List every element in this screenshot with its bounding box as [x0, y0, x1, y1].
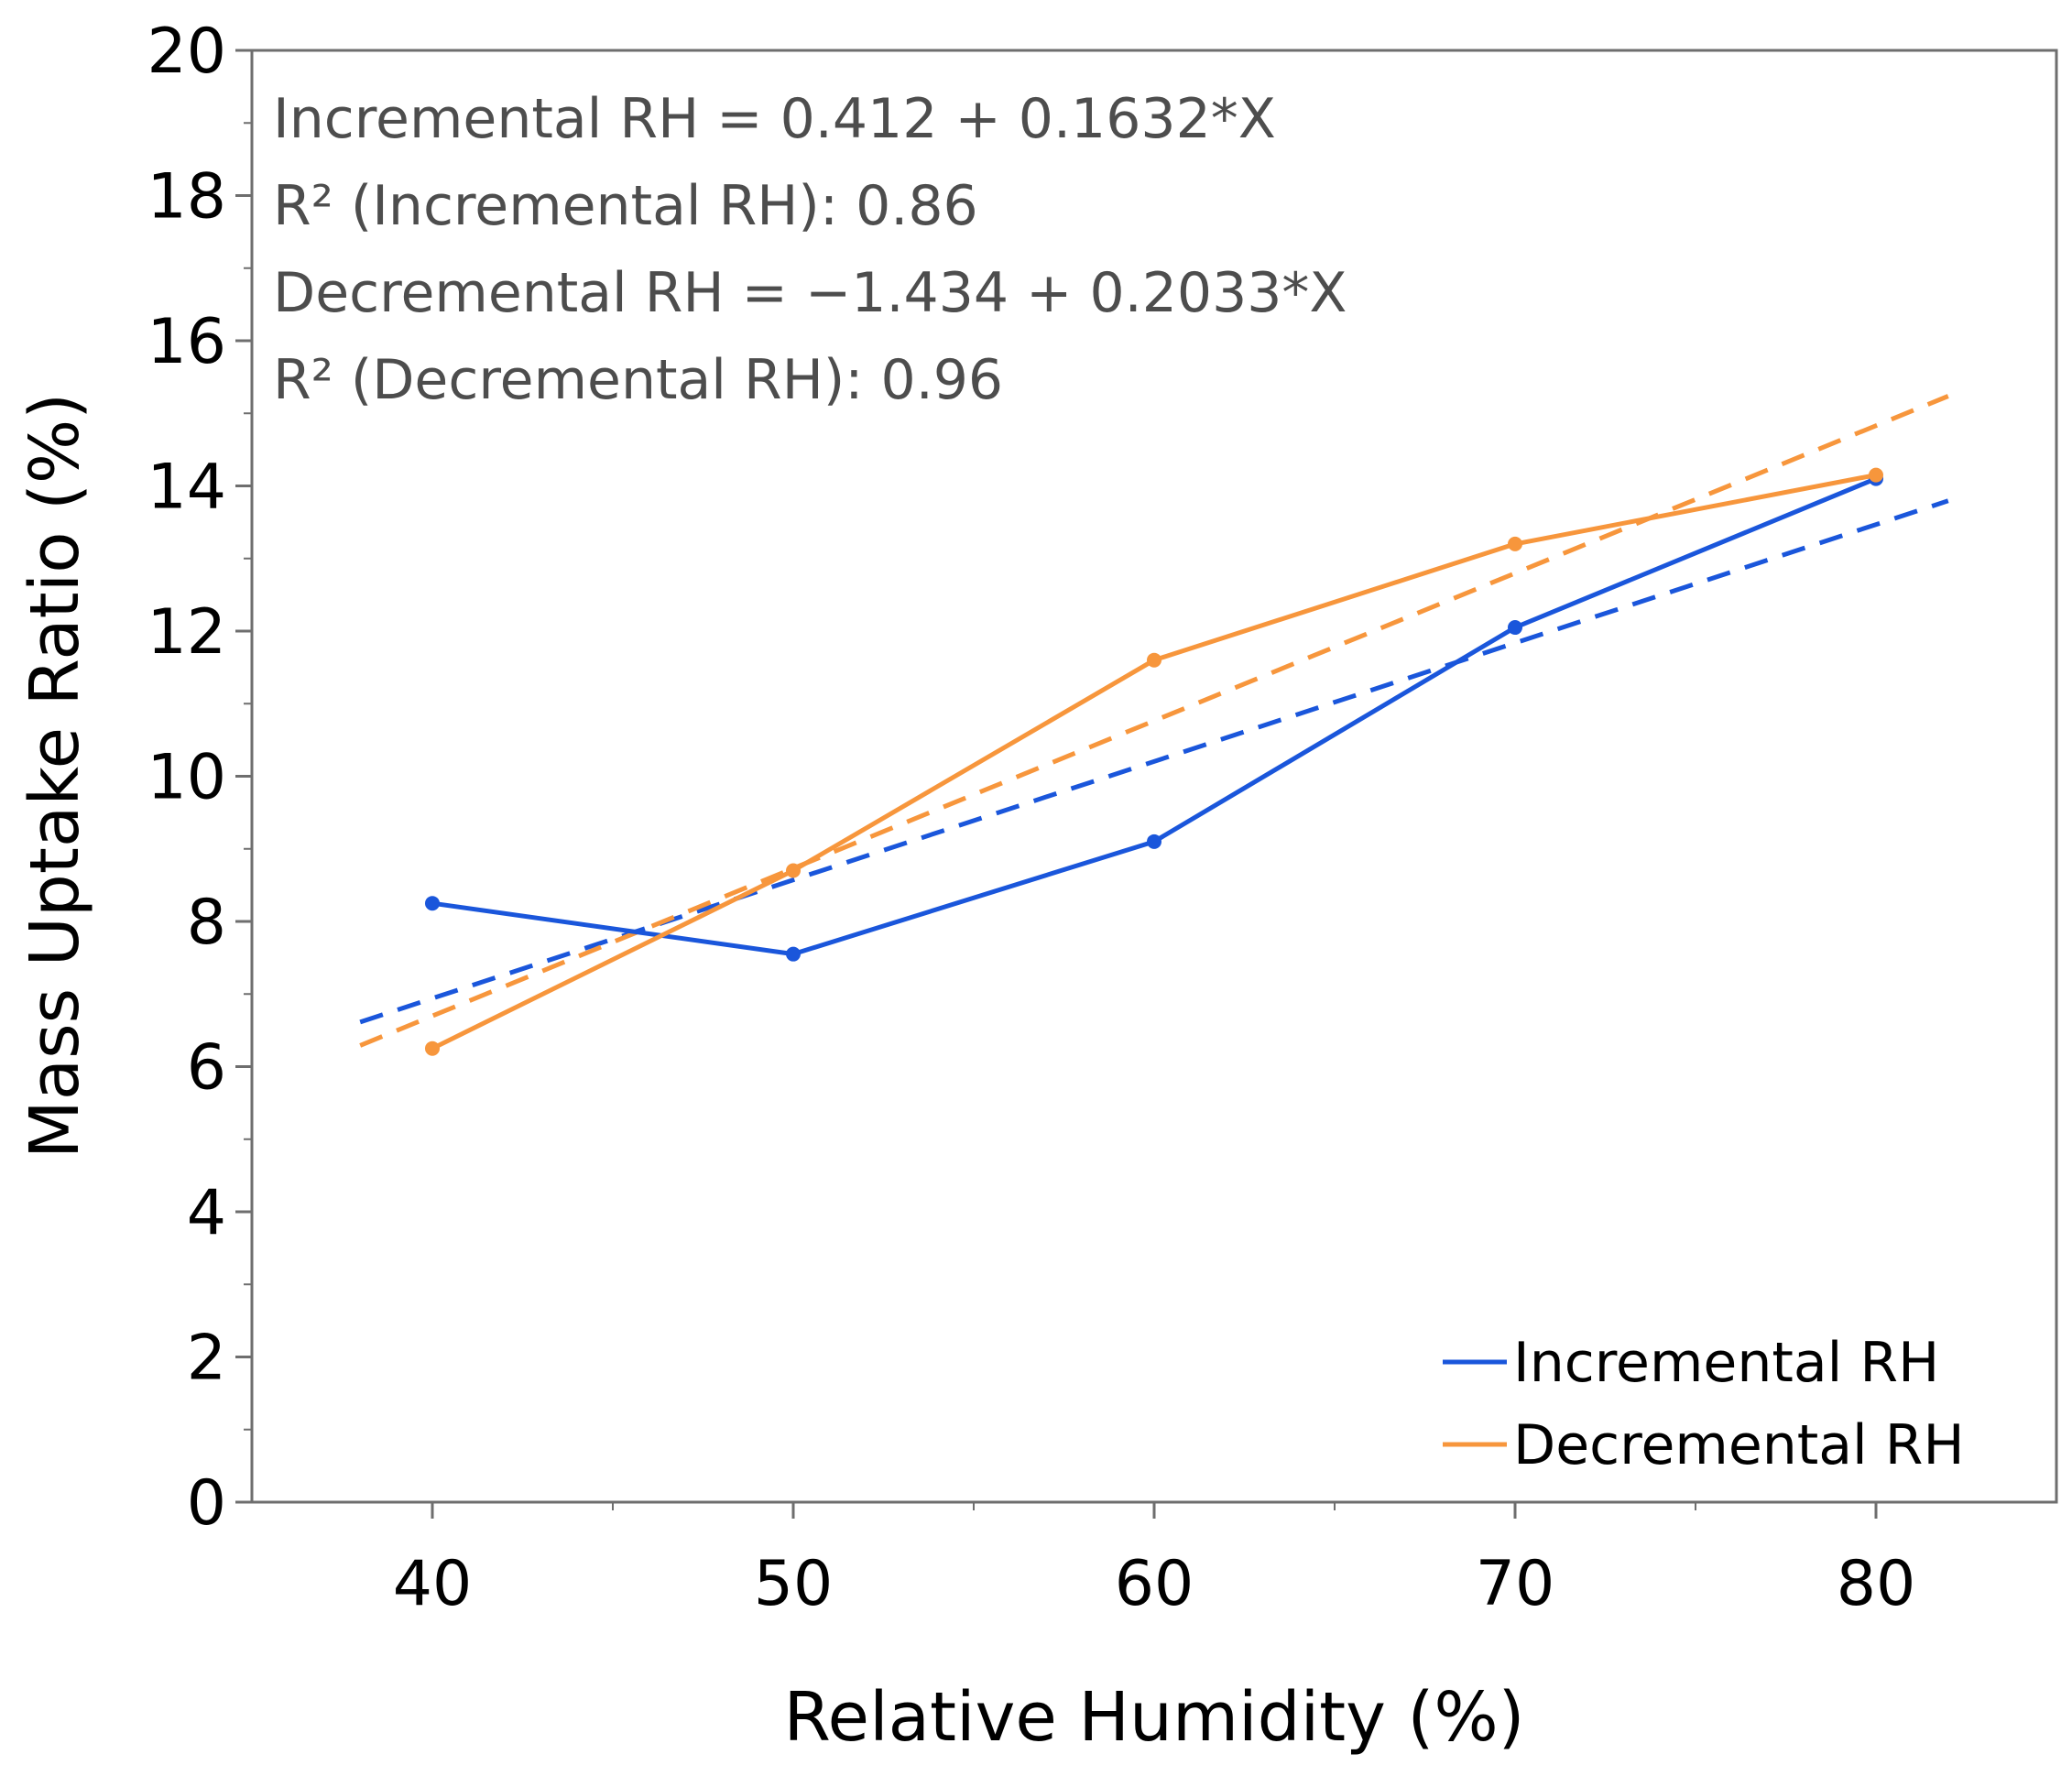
- y-tick-label: 14: [147, 452, 226, 524]
- x-axis-title: Relative Humidity (%): [783, 1678, 1524, 1757]
- y-tick-label: 16: [147, 306, 226, 378]
- data-point-decremental: [1869, 467, 1883, 483]
- y-tick-label: 12: [147, 596, 226, 669]
- x-tick-label: 70: [1476, 1548, 1555, 1620]
- annotation-incremental-r2: R² (Incremental RH): 0.86: [273, 174, 978, 238]
- y-tick-label: 6: [187, 1032, 226, 1105]
- series-layer: [425, 467, 1883, 1056]
- y-tick-label: 20: [147, 16, 226, 88]
- y-tick-label: 2: [187, 1323, 226, 1395]
- y-axis-title: Mass Uptake Ratio (%): [16, 393, 94, 1159]
- data-point-incremental: [786, 946, 801, 962]
- data-point-decremental: [1508, 536, 1522, 551]
- ticks-layer: 0 2 4 6 8 10 12 14 16 18 20 40 50 60 70 80: [147, 16, 1915, 1620]
- annotation-decremental-equation: Decremental RH = −1.434 + 0.2033*X: [273, 261, 1347, 325]
- y-tick-label: 18: [147, 161, 226, 234]
- legend-label-incremental: Incremental RH: [1513, 1331, 1939, 1395]
- data-point-incremental: [1508, 620, 1522, 636]
- data-point-decremental: [1147, 652, 1161, 668]
- x-tick-label: 80: [1837, 1548, 1916, 1620]
- data-point-decremental: [786, 863, 801, 878]
- data-point-incremental: [425, 896, 440, 911]
- data-point-incremental: [1147, 834, 1161, 849]
- x-tick-label: 50: [754, 1548, 834, 1620]
- y-tick-label: 10: [147, 742, 226, 814]
- y-tick-label: 8: [187, 887, 226, 959]
- series-line-incremental: [431, 476, 1877, 957]
- annotation-decremental-r2: R² (Decremental RH): 0.96: [273, 348, 1003, 412]
- fit-line-incremental: [359, 498, 1949, 1025]
- y-tick-label: 0: [187, 1467, 226, 1540]
- annotation-incremental-equation: Incremental RH = 0.412 + 0.1632*X: [273, 87, 1276, 151]
- legend: Incremental RH Decremental RH: [1443, 1331, 1965, 1477]
- fit-layer: [359, 394, 1949, 1048]
- y-tick-label: 4: [187, 1177, 226, 1249]
- fit-line-decremental: [359, 394, 1949, 1048]
- x-tick-label: 60: [1115, 1548, 1194, 1620]
- data-point-decremental: [425, 1041, 440, 1056]
- x-tick-label: 40: [393, 1548, 473, 1620]
- legend-label-decremental: Decremental RH: [1513, 1413, 1965, 1477]
